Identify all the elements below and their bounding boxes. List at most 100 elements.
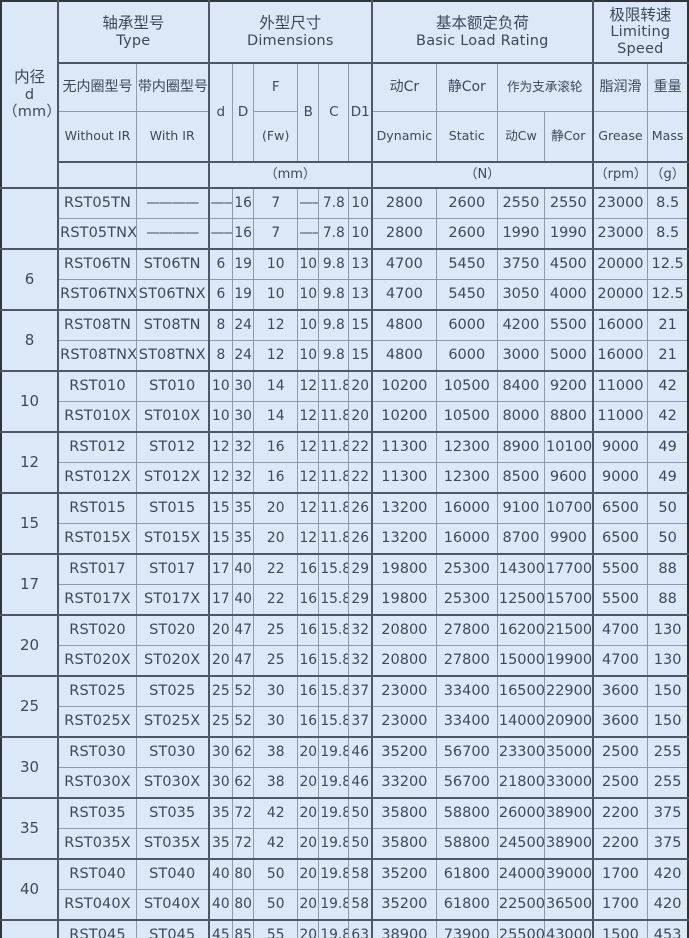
cell-D1: 46 [348,736,373,768]
cell-mass: 12.5 [647,248,689,280]
cell-with_ir: ST015X [135,523,210,555]
cell-cor2: 36500 [543,889,594,921]
cell-cor: 58800 [435,828,498,860]
cell-cr: 35200 [371,858,437,890]
cell-B: 10 [297,309,320,341]
cell-without_ir: RST05TN [57,187,137,219]
cell-cr: 23000 [371,675,437,707]
cell-mass: 375 [647,828,689,860]
cell-grease: 20000 [591,248,649,280]
header-group-type-cn: 轴承型号 [102,14,165,33]
header-group-limiting-speed-en: Limiting [610,24,671,41]
cell-with_ir: ST017X [135,584,210,616]
cell-D1: 13 [348,279,373,311]
table-body: RST05TN———————167——7.8102800260025502550… [0,187,689,938]
cell-with_ir: ST012X [135,462,210,494]
cell-B: 20 [297,919,320,938]
cell-B: 20 [297,858,320,890]
cell-F: 7 [253,187,299,219]
cell-D: 80 [232,858,255,890]
cell-D: 47 [232,645,255,677]
header-group-limiting-speed-cn: 极限转速 [609,5,672,24]
cell-d: 12 [207,431,234,463]
cell-mass: 150 [647,706,689,738]
cell-cor2: 15700 [543,584,594,616]
bore-diameter-cell: 35 [0,797,59,860]
cell-cor2: 35000 [543,736,594,768]
cell-cor: 6000 [435,340,498,372]
cell-B: 10 [297,340,320,372]
cell-with_ir: ST06TNX [135,279,210,311]
cell-D1: 50 [348,797,373,829]
cell-cor: 56700 [435,767,498,799]
cell-F: 42 [253,797,299,829]
cell-d: 40 [207,889,234,921]
cell-cor: 5450 [435,248,498,280]
cell-with_ir: ST025X [135,706,210,738]
cell-cor2: 39000 [543,858,594,890]
cell-cor2: 5000 [543,340,594,372]
cell-cor2: 19900 [543,645,594,677]
cell-D: 72 [232,828,255,860]
cell-grease: 11000 [591,370,649,402]
cell-F: 38 [253,736,299,768]
cell-B: 16 [297,614,320,646]
cell-cr: 33200 [371,767,437,799]
cell-d: 6 [207,248,234,280]
cell-without_ir: RST08TN [57,309,137,341]
cell-cor2: 10100 [543,431,594,463]
cell-cw: 3750 [496,248,545,280]
cell-cor: 10500 [435,401,498,433]
header-bore-symbol: d [24,86,35,103]
cell-cor: 27800 [435,614,498,646]
cell-cor2: 4500 [543,248,594,280]
cell-cw: 3000 [496,340,545,372]
cell-D: 62 [232,736,255,768]
cell-d: 10 [207,401,234,433]
cell-F: 12 [253,340,299,372]
table-row: RST08TNX ST08TNX 8 24 12 10 9.8 15 4800 6000 3000 5… [1,340,689,372]
cell-cw: 8900 [496,431,545,463]
header-roller-static-cor: 静Cor [543,111,594,163]
cell-B: 16 [297,645,320,677]
cell-cor: 73900 [435,919,498,938]
cell-F: 42 [253,828,299,860]
header-bore-cn: 内径 [14,68,46,87]
cell-cor2: 4000 [543,279,594,311]
cell-D1: 20 [348,370,373,402]
table-header: 内径 d （mm） 轴承型号 Type 外型尺寸 Dimensions 基本额定… [0,0,689,189]
table-row: RST015X ST015X 15 35 20 12 11.8 26 13200 16000 870… [1,523,689,555]
cell-F: 10 [253,279,299,311]
cell-cw: 1990 [496,218,545,250]
cell-grease: 23000 [591,187,649,219]
cell-without_ir: RST020 [57,614,137,646]
cell-F: 14 [253,401,299,433]
cell-C: 19.8 [318,889,350,921]
cell-D: 16 [232,218,255,250]
cell-C: 19.8 [318,858,350,890]
cell-with_ir: ST017 [135,553,210,585]
table-row: RST035X ST035X 35 72 42 20 19.8 50 35800 58800 245… [1,828,689,860]
cell-C: 19.8 [318,797,350,829]
cell-B: —— [297,218,320,250]
header-roller-group-cn: 作为支承滚轮 [496,62,594,112]
cell-D: 30 [232,370,255,402]
bore-diameter-cell: 40 [0,858,59,921]
header-dim-D: D [232,62,255,163]
cell-d: 45 [207,919,234,938]
header-grease-en: Grease [591,111,649,163]
table-row: RST05TNX———————167——7.810280026001990199… [1,218,689,250]
cell-D: 85 [232,919,255,938]
table-row: 10 RST010 ST010 10 30 14 12 11.8 20 10200 10500 840… [0,370,689,433]
cell-without_ir: RST025X [57,706,137,738]
cell-D: 24 [232,340,255,372]
cell-d: 6 [207,279,234,311]
cell-d: 8 [207,340,234,372]
cell-mass: 88 [647,584,689,616]
cell-cr: 10200 [371,401,437,433]
cell-C: 9.8 [318,248,350,280]
cell-B: 20 [297,736,320,768]
cell-cr: 35200 [371,736,437,768]
header-row-groups: 内径 d （mm） 轴承型号 Type 外型尺寸 Dimensions 基本额定… [0,0,689,189]
cell-C: 15.8 [318,553,350,585]
